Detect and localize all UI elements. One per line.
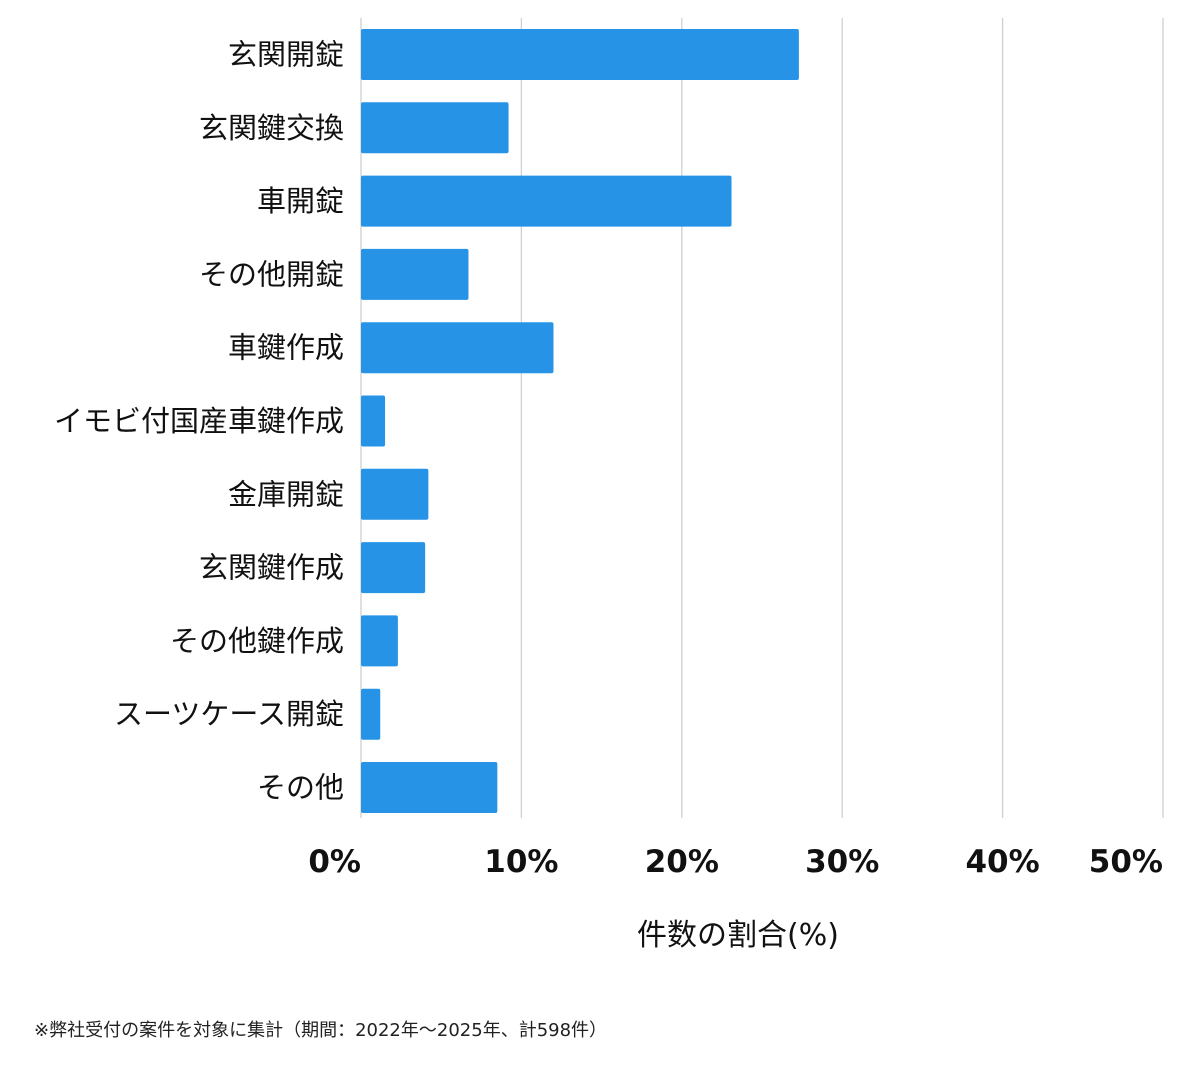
- bar: [361, 542, 426, 594]
- x-tick-labels: 0% 10% 20% 30% 40% 50%: [308, 844, 1163, 880]
- category-label: その他開錠: [199, 257, 344, 291]
- category-label: 車開錠: [257, 184, 344, 218]
- bar: [361, 175, 732, 227]
- category-label: イモビ付国産車鍵作成: [54, 404, 344, 438]
- x-tick-label: 20%: [645, 844, 719, 880]
- x-axis-title: 件数の割合(%): [637, 918, 839, 953]
- x-tick-label: 30%: [805, 844, 879, 880]
- bar: [361, 102, 509, 154]
- category-label: その他鍵作成: [170, 624, 344, 658]
- category-label: 金庫開錠: [228, 477, 344, 511]
- bar-chart: 玄関開錠玄関鍵交換車開錠その他開錠車鍵作成イモビ付国産車鍵作成金庫開錠玄関鍵作成…: [54, 18, 1164, 953]
- bar: [361, 322, 554, 374]
- category-label: スーツケース開錠: [114, 697, 344, 731]
- category-labels: 玄関開錠玄関鍵交換車開錠その他開錠車鍵作成イモビ付国産車鍵作成金庫開錠玄関鍵作成…: [54, 38, 344, 805]
- bars-group: [361, 29, 799, 813]
- category-label: 玄関鍵交換: [199, 111, 344, 145]
- x-tick-label: 50%: [1089, 844, 1163, 880]
- x-tick-label: 0%: [308, 844, 361, 880]
- category-label: 車鍵作成: [228, 331, 344, 365]
- category-label: 玄関開錠: [228, 38, 344, 72]
- bar: [361, 29, 799, 80]
- bar: [361, 762, 498, 813]
- grid-lines: [360, 18, 1164, 818]
- x-tick-label: 40%: [965, 844, 1039, 880]
- category-label: 玄関鍵作成: [199, 551, 344, 585]
- bar: [361, 395, 386, 447]
- bar: [361, 688, 381, 740]
- bar: [361, 248, 469, 300]
- footnote: ※弊社受付の案件を対象に集計（期間：2022年〜2025年、計598件）: [34, 1020, 608, 1041]
- category-label: その他: [257, 771, 344, 805]
- bar: [361, 468, 429, 520]
- bar: [361, 615, 398, 667]
- x-tick-label: 10%: [484, 844, 558, 880]
